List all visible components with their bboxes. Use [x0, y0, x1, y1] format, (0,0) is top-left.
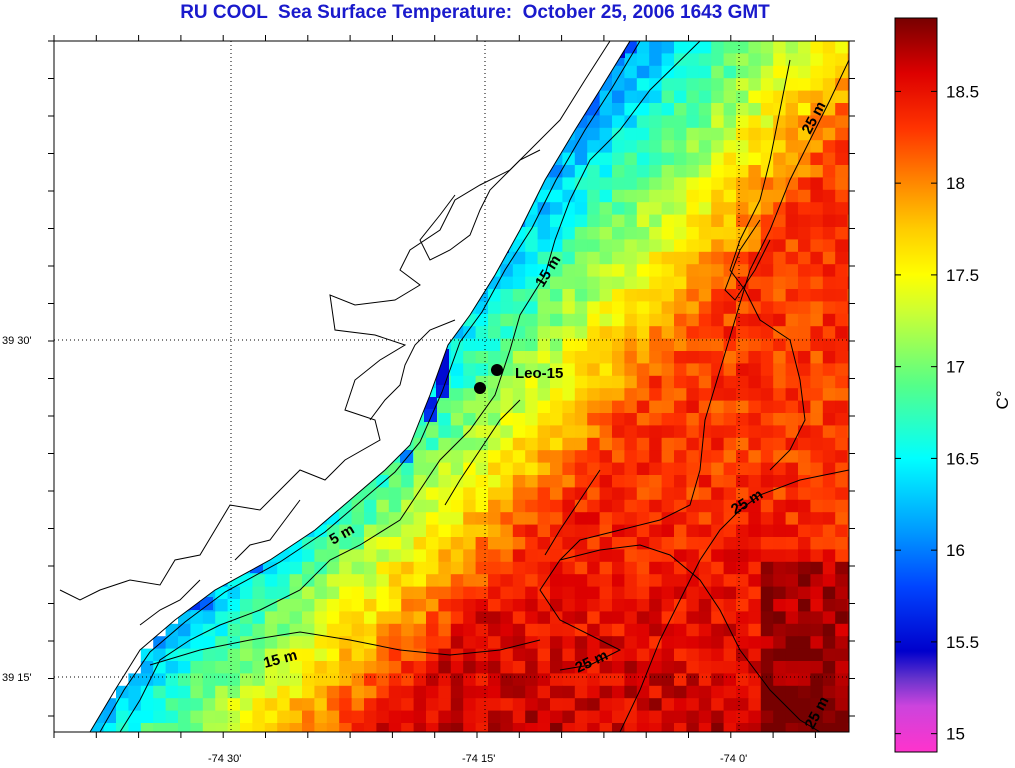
isobath-25m-outer [559, 59, 821, 732]
station-label-leo15: Leo-15 [515, 365, 563, 382]
coastline [89, 41, 631, 732]
colorbar-tick-label: 18.5 [946, 82, 979, 101]
station-marker-offshore [491, 364, 503, 376]
isobath-25m [539, 59, 849, 732]
colorbar-ticks: 18.5 18 17.5 17 16.5 16 15.5 15 [895, 82, 979, 744]
colorbar-tick-label: 16.5 [946, 449, 979, 468]
y-label-39-30: 39 30' [2, 335, 32, 347]
x-label-74-0: -74 0' [720, 753, 747, 765]
graticule [54, 41, 849, 732]
isobath-shoal [444, 219, 771, 556]
station-marker-inshore [474, 382, 486, 394]
back-bay-shoreline [59, 41, 611, 601]
inland-shoreline [139, 149, 541, 626]
isobath-15m-south [149, 631, 541, 666]
colorbar [894, 17, 938, 753]
colorbar-tick-label: 17.5 [946, 266, 979, 285]
x-label-74-30: -74 30' [208, 753, 241, 765]
colorbar-tick-label: 18 [946, 174, 965, 193]
y-label-39-15: 39 15' [2, 672, 32, 684]
land-mask [54, 41, 630, 732]
colorbar-tick-label: 17 [946, 358, 965, 377]
axis-ticks [48, 35, 855, 738]
colorbar-tick-label: 15 [946, 725, 965, 744]
plot-frame [53, 40, 850, 733]
x-label-74-15: -74 15' [462, 753, 495, 765]
colorbar-tick-label: 15.5 [946, 633, 979, 652]
sst-raster [54, 41, 849, 732]
isobath-5m [99, 41, 641, 732]
isobath-15m [119, 41, 701, 732]
colorbar-unit: C° [993, 390, 1012, 409]
map-title: RU COOL Sea Surface Temperature: October… [180, 2, 770, 23]
colorbar-tick-label: 16 [946, 541, 965, 560]
